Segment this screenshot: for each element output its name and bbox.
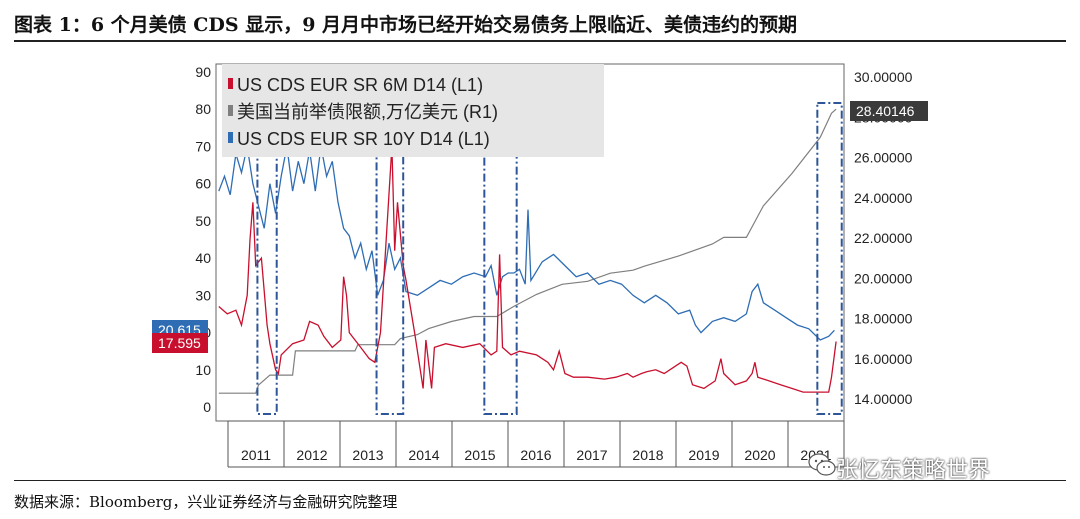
right-axis-tick-label: 18.00000 xyxy=(854,311,913,327)
legend-swatch-2 xyxy=(228,132,233,143)
series-line-1 xyxy=(218,108,837,394)
end-value-label: 28.40146 xyxy=(850,101,928,121)
left-axis-tick-label: 70 xyxy=(195,138,211,154)
x-axis-tick-label: 2017 xyxy=(576,447,607,463)
left-axis-tick-label: 30 xyxy=(195,287,211,303)
highlight-box-4 xyxy=(816,102,843,415)
end-value-badge xyxy=(850,101,928,121)
watermark-text: 张忆东策略世界 xyxy=(836,458,991,483)
legend-entry-1: 美国当前举债限额,万亿美元 (R1) xyxy=(237,102,498,122)
x-axis-tick-label: 2013 xyxy=(352,447,383,463)
highlight-box-2 xyxy=(375,102,405,415)
right-axis-tick-label: 26.00000 xyxy=(854,150,913,166)
x-axis-tick-label: 2012 xyxy=(296,447,327,463)
x-axis-tick-label: 2020 xyxy=(744,447,775,463)
end-value-text: 28.40146 xyxy=(856,103,915,119)
left-axis-tick-label: 10 xyxy=(195,362,211,378)
x-axis-tick-label: 2018 xyxy=(632,447,663,463)
right-axis-tick-label: 24.00000 xyxy=(854,190,913,206)
end-value-label: 17.595 xyxy=(152,333,208,353)
right-axis-tick-label: 14.00000 xyxy=(854,391,913,407)
legend-entry-2: US CDS EUR SR 10Y D14 (L1) xyxy=(237,129,490,149)
chart-title: 图表 1：6 个月美债 CDS 显示，9 月月中市场已经开始交易债务上限临近、美… xyxy=(14,14,798,36)
highlight-box-1 xyxy=(256,102,278,415)
series-line-0 xyxy=(218,146,837,393)
left-axis-tick-label: 50 xyxy=(195,213,211,229)
legend-swatch-0 xyxy=(228,78,233,89)
right-axis-tick-label: 30.00000 xyxy=(854,69,913,85)
series-line-2 xyxy=(218,146,835,341)
right-axis-tick-label: 20.00000 xyxy=(854,270,913,286)
x-axis-tick-label: 2011 xyxy=(241,447,271,463)
source-note: 数据来源：Bloomberg，兴业证券经济与金融研究院整理 xyxy=(14,493,398,511)
left-axis-tick-label: 40 xyxy=(195,250,211,266)
title-rule xyxy=(14,40,1066,42)
wechat-icon xyxy=(808,453,836,476)
left-axis-tick-label: 80 xyxy=(195,101,211,117)
right-axis-tick-label: 22.00000 xyxy=(854,230,913,246)
end-value-text: 17.595 xyxy=(158,335,201,351)
left-axis-tick-label: 60 xyxy=(195,176,211,192)
legend-entry-0: US CDS EUR SR 6M D14 (L1) xyxy=(237,75,483,95)
x-axis-tick-label: 2016 xyxy=(520,447,551,463)
x-axis-tick-label: 2015 xyxy=(464,447,495,463)
x-axis-tick-label: 2019 xyxy=(688,447,719,463)
left-axis-tick-label: 90 xyxy=(195,64,211,80)
left-axis-tick-label: 0 xyxy=(203,399,211,415)
legend-swatch-1 xyxy=(228,105,233,116)
line-chart: 0102030405060708090 14.0000016.0000018.0… xyxy=(152,63,928,468)
right-axis-tick-label: 16.00000 xyxy=(854,351,913,367)
end-value-badge xyxy=(152,333,208,353)
source-rule xyxy=(14,480,1066,481)
x-axis-tick-label: 2014 xyxy=(408,447,439,463)
legend-box xyxy=(222,64,604,157)
